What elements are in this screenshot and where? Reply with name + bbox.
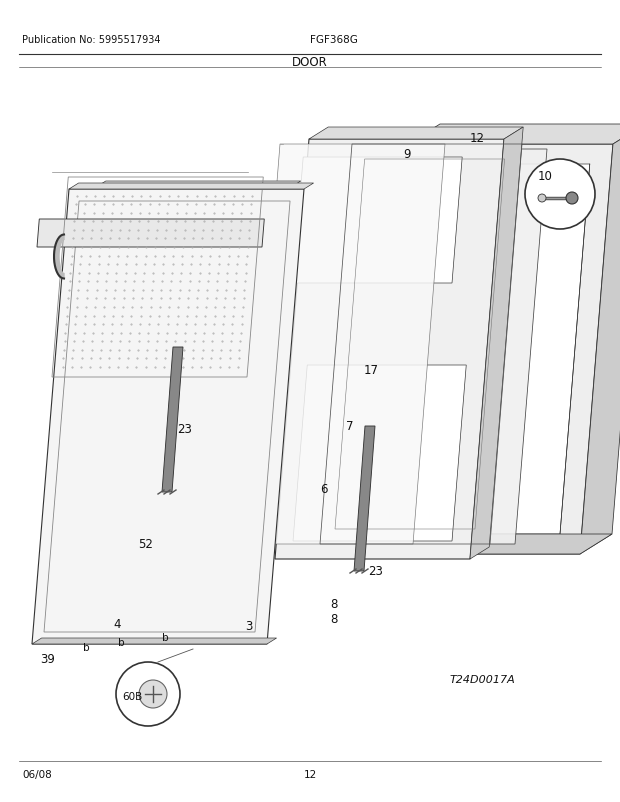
Polygon shape <box>354 427 375 571</box>
Text: b: b <box>162 632 169 642</box>
Polygon shape <box>293 158 462 284</box>
Text: 6: 6 <box>320 483 327 496</box>
Polygon shape <box>32 190 304 644</box>
Polygon shape <box>54 235 64 279</box>
Text: DOOR: DOOR <box>292 55 328 68</box>
Polygon shape <box>293 366 466 541</box>
Polygon shape <box>69 184 314 190</box>
Text: 4: 4 <box>113 618 120 630</box>
Text: eReplacementParts.com: eReplacementParts.com <box>234 493 386 506</box>
Polygon shape <box>395 164 590 534</box>
Polygon shape <box>580 125 620 554</box>
Polygon shape <box>408 125 620 145</box>
Polygon shape <box>37 220 264 248</box>
Text: FGF368G: FGF368G <box>310 35 358 45</box>
Text: 06/08: 06/08 <box>22 769 51 779</box>
Circle shape <box>538 195 546 203</box>
Text: 7: 7 <box>346 420 353 433</box>
Text: 3: 3 <box>245 620 252 633</box>
Text: 8: 8 <box>330 613 337 626</box>
Text: 10: 10 <box>538 170 553 184</box>
Text: 39: 39 <box>40 653 55 666</box>
Text: T24D0017A: T24D0017A <box>450 674 516 684</box>
Text: 8: 8 <box>330 597 337 611</box>
Circle shape <box>525 160 595 229</box>
Text: 52: 52 <box>138 538 153 551</box>
Polygon shape <box>470 128 523 559</box>
Text: b: b <box>118 638 125 647</box>
Polygon shape <box>32 638 277 644</box>
Polygon shape <box>375 145 613 554</box>
Polygon shape <box>309 128 523 140</box>
Text: 12: 12 <box>470 132 485 144</box>
Polygon shape <box>375 534 612 554</box>
Text: 23: 23 <box>177 423 192 436</box>
Text: 23: 23 <box>368 565 383 577</box>
Polygon shape <box>335 150 547 545</box>
Circle shape <box>116 662 180 726</box>
Text: 60B: 60B <box>122 691 142 701</box>
Polygon shape <box>58 190 288 630</box>
Polygon shape <box>248 145 445 545</box>
Circle shape <box>139 680 167 708</box>
Polygon shape <box>93 182 301 190</box>
Polygon shape <box>275 140 504 559</box>
Text: 17: 17 <box>364 364 379 377</box>
Text: b: b <box>83 642 90 652</box>
Polygon shape <box>72 204 272 615</box>
Text: 12: 12 <box>303 769 317 779</box>
Polygon shape <box>162 347 183 492</box>
Text: 9: 9 <box>403 148 410 161</box>
Circle shape <box>566 192 578 205</box>
Text: Publication No: 5995517934: Publication No: 5995517934 <box>22 35 161 45</box>
